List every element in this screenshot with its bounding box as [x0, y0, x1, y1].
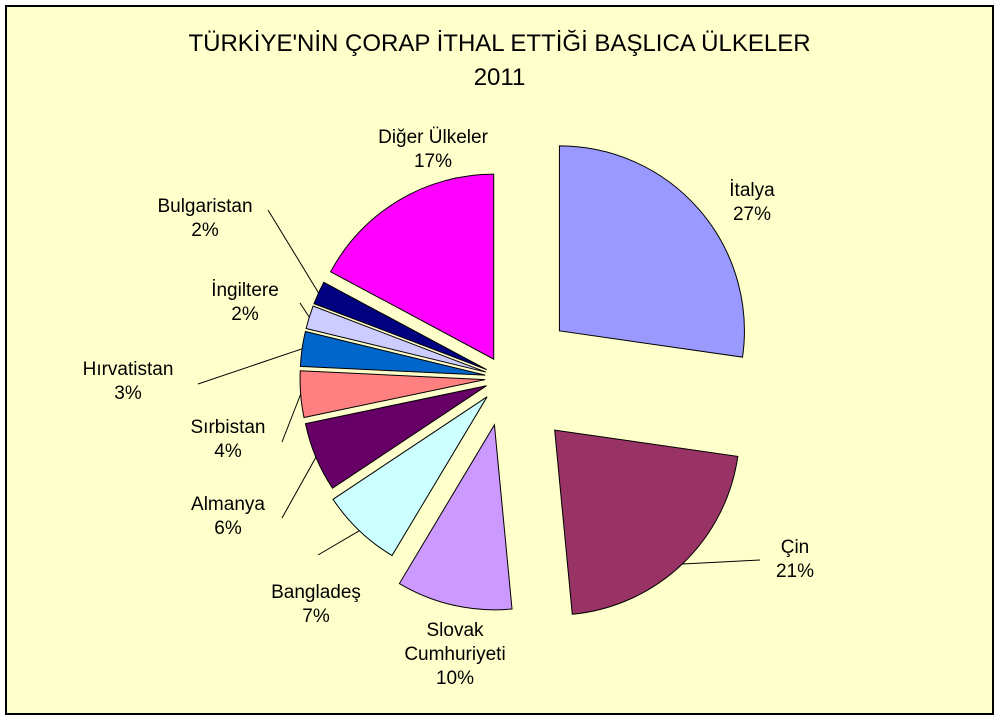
- value-label: 27%: [732, 204, 772, 225]
- chart-title: TÜRKİYE'NİN ÇORAP İTHAL ETTİĞİ BAŞLICA Ü…: [188, 30, 811, 57]
- pie-slice: [329, 173, 495, 360]
- category-label: Bangladeş: [271, 582, 361, 603]
- leader-line: [317, 530, 360, 556]
- leader-line: [281, 456, 317, 519]
- value-label: 3%: [114, 383, 142, 404]
- pie-slice: [332, 396, 488, 557]
- slice-label: Slovak Cumhuriyeti 10%: [385, 619, 525, 691]
- value-label: 7%: [302, 606, 330, 627]
- category-label: Slovak Cumhuriyeti: [404, 620, 506, 665]
- value-label: 4%: [214, 441, 242, 462]
- pie-slice: [558, 145, 745, 358]
- category-label: İtalya: [729, 180, 775, 201]
- value-label: 6%: [214, 518, 242, 539]
- category-label: Diğer Ülkeler: [378, 127, 488, 148]
- slice-label: Bangladeş 7%: [246, 581, 386, 629]
- leader-line: [197, 348, 303, 385]
- pie-slice: [398, 423, 513, 611]
- pie-slice: [299, 370, 486, 419]
- category-label: Hırvatistan: [82, 359, 174, 380]
- category-label: İngiltere: [211, 280, 279, 301]
- value-label: 2%: [231, 304, 259, 325]
- slice-label: İtalya 27%: [682, 179, 822, 227]
- pie-slice: [313, 281, 488, 371]
- category-label: Sırbistan: [190, 417, 266, 438]
- leader-line: [267, 209, 319, 294]
- slice-label: İngiltere 2%: [175, 279, 315, 327]
- category-label: Almanya: [191, 494, 265, 515]
- value-label: 10%: [435, 668, 475, 689]
- slice-label: Çin 21%: [725, 536, 865, 584]
- chart-subtitle: 2011: [473, 64, 526, 91]
- slice-label: Sırbistan 4%: [158, 416, 298, 464]
- value-label: 21%: [775, 561, 815, 582]
- slice-label: Diğer Ülkeler 17%: [363, 126, 503, 174]
- category-label: Çin: [780, 537, 810, 558]
- pie-slice: [304, 385, 487, 489]
- category-label: Bulgaristan: [157, 196, 253, 217]
- value-label: 17%: [413, 151, 453, 172]
- value-label: 2%: [191, 220, 219, 241]
- pie-slice: [305, 305, 487, 373]
- slice-label: Almanya 6%: [158, 493, 298, 541]
- leader-line: [281, 394, 302, 443]
- slice-label: Bulgaristan 2%: [135, 195, 275, 243]
- leader-line: [682, 559, 761, 565]
- slice-label: Hırvatistan 3%: [58, 358, 198, 406]
- leader-line: [299, 302, 310, 318]
